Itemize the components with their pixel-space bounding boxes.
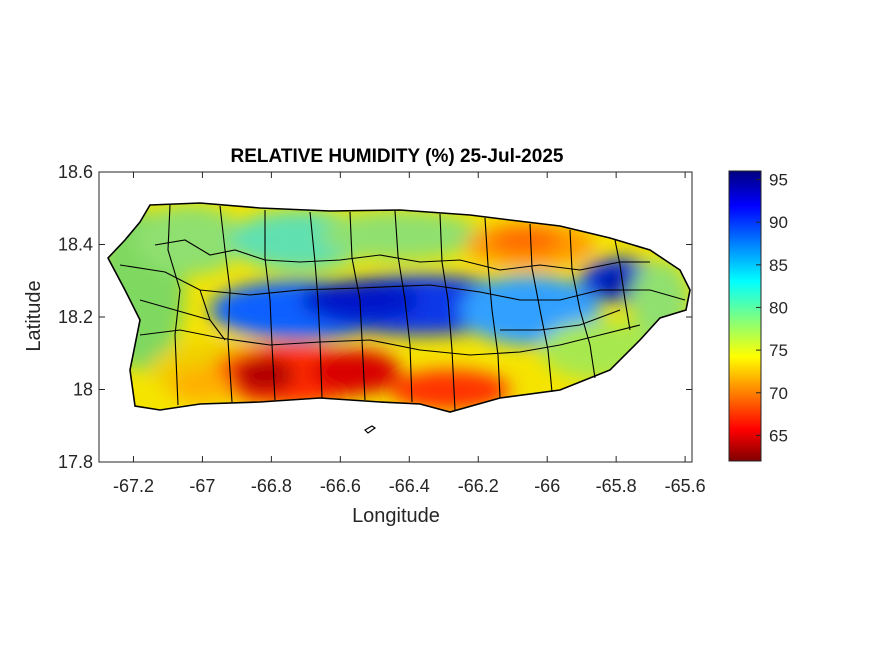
colorbar-tick-label: 95 xyxy=(769,171,788,190)
x-tick-label: -67 xyxy=(189,476,215,496)
x-axis-ticks: -67.2 -67 -66.8 -66.6 -66.4 -66.2 -66 -65.8 -65.… xyxy=(113,172,706,496)
y-axis-ticks: 17.8 18 18.2 18.4 18.6 xyxy=(58,162,692,472)
chart-title: RELATIVE HUMIDITY (%) 25-Jul-2025 xyxy=(231,146,564,167)
colorbar-ticks: 65 70 75 80 85 90 95 xyxy=(756,171,788,445)
colorbar xyxy=(728,170,762,462)
x-tick-label: -65.8 xyxy=(596,476,637,496)
y-tick-label: 18.4 xyxy=(58,235,93,255)
y-tick-label: 18.2 xyxy=(58,307,93,327)
y-tick-label: 18 xyxy=(73,380,93,400)
x-tick-label: -65.6 xyxy=(665,476,706,496)
y-axis-label: Latitude xyxy=(23,280,45,351)
x-tick-label: -66.6 xyxy=(320,476,361,496)
colorbar-tick-label: 65 xyxy=(769,426,788,445)
x-tick-label: -67.2 xyxy=(113,476,154,496)
caja-de-muertos-island xyxy=(364,425,377,434)
x-tick-label: -66 xyxy=(534,476,560,496)
x-tick-label: -66.8 xyxy=(251,476,292,496)
colorbar-tick-label: 75 xyxy=(769,341,788,360)
colorbar-tick-label: 80 xyxy=(769,298,788,317)
x-tick-label: -66.4 xyxy=(389,476,430,496)
municipality-boundaries xyxy=(119,204,686,411)
y-tick-label: 18.6 xyxy=(58,162,93,182)
humidity-field xyxy=(108,203,690,412)
island-coastline xyxy=(107,202,691,413)
x-tick-label: -66.2 xyxy=(458,476,499,496)
y-tick-label: 17.8 xyxy=(58,452,93,472)
colorbar-tick-label: 70 xyxy=(769,384,788,403)
colorbar-tick-label: 85 xyxy=(769,256,788,275)
x-axis-label: Longitude xyxy=(352,505,440,527)
colorbar-tick-label: 90 xyxy=(769,213,788,232)
